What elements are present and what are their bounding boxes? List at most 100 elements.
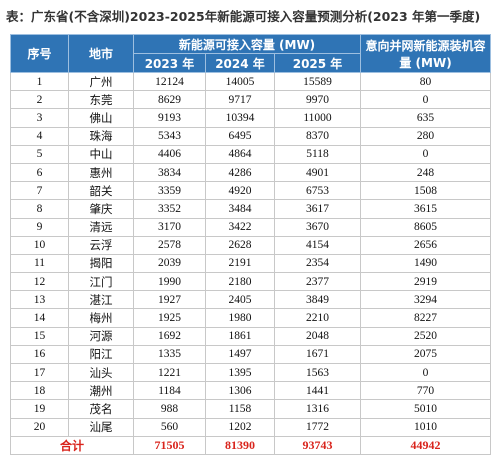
total-cell: 44942	[360, 435, 492, 455]
table-cell: 5010	[360, 399, 492, 419]
table-cell: 1395	[205, 362, 275, 383]
table-cell: 9717	[205, 90, 275, 110]
table-cell: 10394	[205, 108, 275, 128]
table-cell: 2075	[360, 344, 492, 365]
table-row: 10 云浮 2578 2628 4154 2656	[10, 235, 492, 255]
table-cell: 1772	[273, 417, 362, 437]
header-cell: 地市	[68, 34, 134, 73]
table-cell: 3615	[360, 199, 492, 219]
total-cell: 71505	[133, 435, 206, 455]
table-cell: 4864	[205, 144, 275, 164]
table-cell: 9	[10, 217, 69, 237]
table-cell: 560	[133, 417, 206, 437]
table-cell: 2377	[273, 272, 362, 292]
table-cell: 8370	[273, 126, 362, 146]
table-cell: 11	[10, 253, 69, 274]
table-cell: 2210	[273, 308, 362, 328]
table-cell: 988	[133, 399, 206, 419]
table-cell: 14005	[205, 71, 275, 92]
table-cell: 阳江	[68, 344, 134, 365]
table-cell: 1692	[133, 326, 206, 346]
total-cell: 93743	[273, 435, 362, 455]
total-cell: 合计	[10, 435, 134, 455]
header-cell: 2024 年	[205, 53, 275, 73]
table-cell: 3484	[205, 199, 275, 219]
table-cell: 17	[10, 362, 69, 383]
table-cell: 江门	[68, 272, 134, 292]
table-cell: 19	[10, 399, 69, 419]
table-cell: 9193	[133, 108, 206, 128]
table-cell: 1441	[273, 381, 362, 401]
table-body: 1 广州 12124 14005 15589 80 2 东莞 8629 9717 9970 0 3 佛山 9…	[10, 71, 492, 455]
table-cell: 2628	[205, 235, 275, 255]
table-cell: 2919	[360, 272, 492, 292]
table-cell: 佛山	[68, 108, 134, 128]
table-cell: 4920	[205, 181, 275, 201]
table-title: 表：广东省(不含深圳)2023-2025年新能源可接入容量预测分析(2023 年…	[6, 9, 481, 24]
table-cell: 0	[360, 362, 492, 383]
table-row: 9 清远 3170 3422 3670 8605	[10, 217, 492, 237]
table-row: 17 汕头 1221 1395 1563 0	[10, 362, 492, 383]
table-cell: 1671	[273, 344, 362, 365]
table-cell: 惠州	[68, 162, 134, 183]
table-cell: 2520	[360, 326, 492, 346]
table-cell: 13	[10, 290, 69, 310]
table-cell: 18	[10, 381, 69, 401]
data-table: 序号 地市 新能源可接入容量 (MW) 意向并网新能源装机容量 (MW) 202…	[10, 34, 492, 455]
table-cell: 2191	[205, 253, 275, 274]
table-cell: 8	[10, 199, 69, 219]
table-cell: 2578	[133, 235, 206, 255]
table-row: 3 佛山 9193 10394 11000 635	[10, 108, 492, 128]
table-cell: 云浮	[68, 235, 134, 255]
table-row: 20 汕尾 560 1202 1772 1010	[10, 417, 492, 437]
table-cell: 4406	[133, 144, 206, 164]
table-row: 12 江门 1990 2180 2377 2919	[10, 272, 492, 292]
table-cell: 3359	[133, 181, 206, 201]
table-cell: 梅州	[68, 308, 134, 328]
table-cell: 潮州	[68, 381, 134, 401]
table-cell: 清远	[68, 217, 134, 237]
table-cell: 韶关	[68, 181, 134, 201]
table-row: 16 阳江 1335 1497 1671 2075	[10, 344, 492, 365]
table-cell: 14	[10, 308, 69, 328]
table-cell: 1202	[205, 417, 275, 437]
table-row: 13 湛江 1927 2405 3849 3294	[10, 290, 492, 310]
total-row: 合计 71505 81390 93743 44942	[10, 435, 492, 455]
table-cell: 0	[360, 90, 492, 110]
table-cell: 2180	[205, 272, 275, 292]
table-cell: 3670	[273, 217, 362, 237]
table-cell: 2039	[133, 253, 206, 274]
table-cell: 1927	[133, 290, 206, 310]
table-cell: 1306	[205, 381, 275, 401]
table-cell: 3352	[133, 199, 206, 219]
table-cell: 1010	[360, 417, 492, 437]
table-cell: 中山	[68, 144, 134, 164]
total-cell: 81390	[205, 435, 275, 455]
table-cell: 3	[10, 108, 69, 128]
table-cell: 8605	[360, 217, 492, 237]
table-cell: 2656	[360, 235, 492, 255]
table-cell: 1	[10, 71, 69, 92]
table-row: 1 广州 12124 14005 15589 80	[10, 71, 492, 92]
table-cell: 5343	[133, 126, 206, 146]
table-cell: 4154	[273, 235, 362, 255]
table-cell: 16	[10, 344, 69, 365]
table-cell: 770	[360, 381, 492, 401]
header-cell: 序号	[10, 34, 69, 73]
table-cell: 635	[360, 108, 492, 128]
table-cell: 1184	[133, 381, 206, 401]
table-cell: 2048	[273, 326, 362, 346]
header-cell: 2025 年	[273, 53, 362, 73]
table-cell: 6753	[273, 181, 362, 201]
table-cell: 1925	[133, 308, 206, 328]
table-cell: 6	[10, 162, 69, 183]
table-row: 11 揭阳 2039 2191 2354 1490	[10, 253, 492, 274]
table-cell: 3294	[360, 290, 492, 310]
table-cell: 12	[10, 272, 69, 292]
table-row: 7 韶关 3359 4920 6753 1508	[10, 181, 492, 201]
table-cell: 0	[360, 144, 492, 164]
table-cell: 20	[10, 417, 69, 437]
table-cell: 河源	[68, 326, 134, 346]
table-cell: 1316	[273, 399, 362, 419]
